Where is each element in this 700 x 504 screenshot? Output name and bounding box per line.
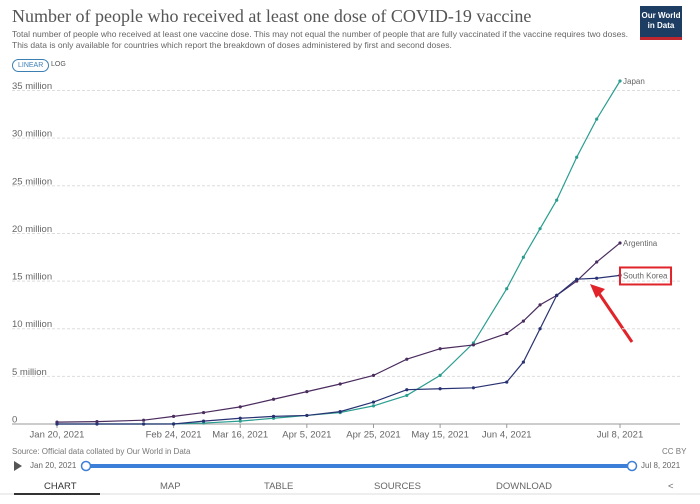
point [521,255,525,259]
x-tick-label: May 15, 2021 [411,430,469,441]
point [521,319,525,323]
line [57,80,621,425]
point [618,241,622,245]
point [538,227,542,231]
point [618,79,622,83]
share-button[interactable]: < [668,481,674,492]
timeline-start: Jan 20, 2021 [30,461,77,470]
point [575,155,579,159]
tab[interactable]: TABLE [264,481,294,492]
x-tick-label: Jan 20, 2021 [30,430,85,441]
point [595,276,599,280]
y-tick-label: 20 million [12,224,52,235]
linear-button[interactable]: LINEAR [12,59,50,72]
y-tick-label: 25 million [12,176,52,187]
x-tick-label: Apr 25, 2021 [346,430,400,441]
point [371,373,376,378]
point [55,422,59,426]
logo[interactable]: Our World in Data [640,6,682,40]
series-label: Argentina [623,239,658,248]
log-button[interactable]: LOG [51,61,66,68]
point [171,422,176,426]
x-tick-label: Feb 24, 2021 [146,430,202,441]
x-tick-label: Jun 4, 2021 [482,430,532,441]
tab[interactable]: DOWNLOAD [496,481,552,492]
point [201,419,206,423]
point [505,287,509,291]
subtitle: This data is only available for countrie… [12,40,452,50]
point [505,331,509,336]
y-tick-label: 10 million [12,319,52,330]
source: Source: Official data collated by Our Wo… [12,447,191,456]
x-tick-label: Jul 8, 2021 [597,430,643,441]
point [95,420,99,424]
tab[interactable]: MAP [160,481,181,492]
point [238,405,242,409]
point [595,117,599,121]
point [538,327,542,331]
line [56,242,621,423]
timeline-end: Jul 8, 2021 [641,461,681,470]
point [142,422,146,426]
series-label: Japan [623,77,645,86]
annotation-box [619,266,673,286]
line [57,274,621,425]
point [238,419,242,423]
annotation-arrow [596,291,634,343]
point [142,418,146,422]
point [271,414,276,418]
point [405,357,409,361]
point [338,382,342,386]
point [405,388,409,392]
point [371,404,376,408]
point [555,293,559,297]
point [171,414,176,418]
point [438,347,442,351]
point [575,277,579,281]
point [371,400,376,404]
license[interactable]: CC BY [662,447,687,456]
point [538,303,542,307]
point [305,413,309,418]
point [201,410,206,415]
series-label: South Korea [623,271,668,280]
tab[interactable]: SOURCES [374,481,421,492]
point [595,260,599,264]
point [238,416,242,420]
point [555,198,559,202]
point [438,373,442,378]
y-tick-label: 5 million [12,367,47,378]
y-tick-label: 35 million [12,81,52,92]
point [305,390,309,394]
x-tick-label: Mar 16, 2021 [212,430,268,441]
subtitle: Total number of people who received at l… [12,29,628,39]
point [271,397,276,401]
x-tick-label: Apr 5, 2021 [282,430,331,441]
annotation-arrowhead [590,284,605,298]
point [505,380,509,384]
point [95,422,99,426]
point [471,343,476,347]
point [405,393,409,398]
point [521,360,525,364]
point [438,387,442,391]
point [338,410,342,414]
title: Number of people who received at least o… [12,6,532,26]
y-tick-label: 15 million [12,272,52,283]
tab[interactable]: CHART [44,481,77,492]
y-tick-label: 0 [12,415,17,426]
y-tick-label: 30 million [12,129,52,140]
point [471,386,476,390]
